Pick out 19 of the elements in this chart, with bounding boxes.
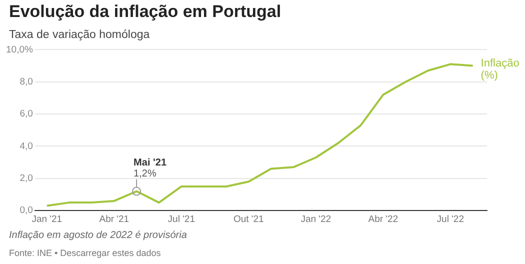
y-tick-label: 10,0% [6, 44, 34, 56]
chart-title: Evolução da inflação em Portugal [9, 2, 282, 22]
x-tick-label: Jul '21 [168, 214, 195, 225]
x-tick-label: Jan '21 [32, 214, 62, 225]
x-tick-label: Jan '22 [300, 214, 332, 225]
y-tick-label: 4,0 [20, 140, 33, 152]
x-tick-label: Jul '22 [436, 214, 464, 225]
series-label: Inflação (%) [480, 57, 520, 82]
text: Inflação em agosto de 2022 é provisória [9, 230, 187, 241]
x-tick-label: Abr '22 [368, 214, 398, 225]
y-tick-label: 2,0 [20, 173, 33, 184]
chart-subtitle: Taxa de variação homóloga [9, 29, 150, 41]
x-tick-label: Out '21 [233, 214, 264, 225]
source-note: Fonte: INE • Descarregar estes dados [9, 248, 161, 258]
y-tick-label: 0,0 [20, 205, 33, 216]
y-tick-label: 8,0 [20, 76, 33, 88]
y-tick-label: 6,0 [20, 108, 33, 120]
annotation: Mai '21 1,2% [134, 157, 167, 180]
x-tick-label: Abr '21 [99, 214, 130, 225]
